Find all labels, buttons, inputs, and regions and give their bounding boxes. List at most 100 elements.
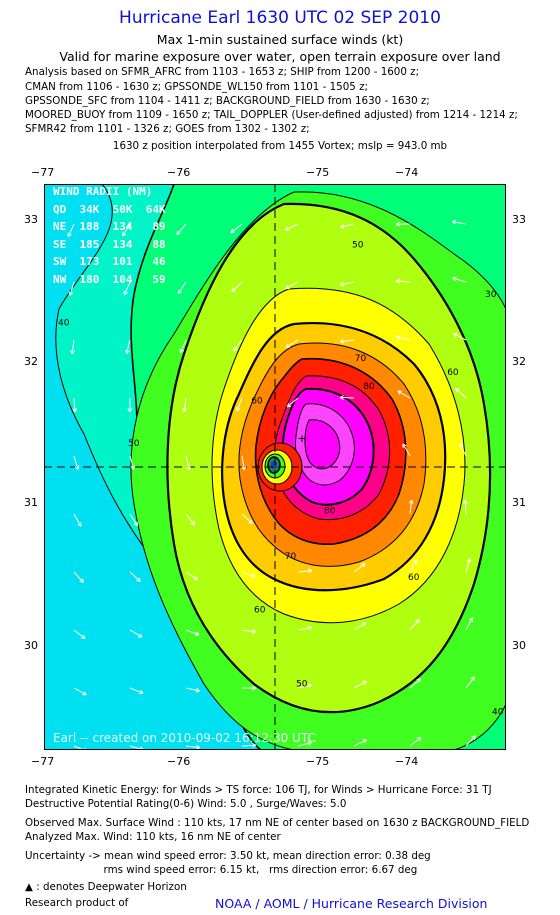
wind-vector — [453, 333, 467, 341]
wind-vector — [241, 629, 256, 633]
wind-vector-head — [136, 577, 141, 582]
wind-vector-head — [471, 735, 476, 740]
y-tick-right: 32 — [512, 355, 526, 368]
contour-label: 80 — [363, 382, 375, 392]
wind-vector-head — [130, 465, 136, 470]
wind-vector — [409, 500, 413, 515]
wind-radii-header: WIND RADII (NM) — [53, 185, 153, 198]
wind-vector — [465, 617, 474, 631]
wind-vector — [395, 280, 411, 283]
wind-vector — [183, 397, 187, 412]
wind-vector-head — [248, 519, 253, 524]
wind-vector-head — [231, 287, 236, 293]
wind-vector-head — [176, 230, 181, 236]
wind-vector — [297, 570, 312, 573]
dpr-line: Destructive Potential Rating(0-6) Wind: … — [25, 798, 347, 810]
wind-vector — [73, 571, 84, 583]
wind-vector — [353, 563, 366, 573]
wind-vector-head — [195, 631, 200, 636]
wind-vector — [297, 684, 312, 689]
wind-vector — [71, 339, 75, 354]
wind-vector-head — [362, 680, 367, 685]
wind-vector-head — [235, 406, 241, 412]
y-tick-left: 31 — [24, 496, 38, 509]
subtitle-wind-type: Max 1-min sustained surface winds (kt) — [156, 32, 404, 47]
x-tick-bottom: −75 — [306, 755, 330, 768]
wind-vector-head — [455, 388, 460, 393]
observed-max-line: Observed Max. Surface Wind : 110 kts, 17… — [25, 817, 530, 829]
wind-vector-head — [395, 221, 400, 227]
wind-vector-head — [193, 576, 199, 581]
wind-vector-head — [417, 737, 422, 742]
wind-vector — [241, 455, 245, 470]
wind-vector — [297, 742, 312, 747]
wind-radii-row: SW 173 101 46 — [53, 255, 166, 268]
wind-vector — [122, 223, 131, 237]
wind-vector-head — [77, 522, 82, 527]
wind-vector — [123, 281, 131, 296]
analysis-line: GPSSONDE_SFC from 1104 - 1411 z; BACKGRO… — [25, 95, 430, 107]
wind-vector-head — [179, 348, 184, 354]
wind-vector-head — [68, 291, 74, 296]
wind-radii-row: QD 34K 50K 64K — [53, 202, 166, 216]
wind-vector-head — [79, 578, 84, 583]
wind-vector — [185, 629, 200, 636]
x-tick-top: −74 — [395, 166, 419, 179]
contour-labels: 50 30 40 60 70 80 60 50 80 70 60 60 50 40 — [58, 241, 504, 718]
wind-vector-head — [466, 558, 472, 563]
wind-vector-head — [339, 281, 345, 287]
wind-vector — [285, 281, 299, 289]
contour-label: 60 — [408, 573, 420, 583]
wind-vector-head — [307, 625, 313, 631]
deepwater-note: ▲ : denotes Deepwater Horizon — [25, 881, 187, 893]
wind-vector-head — [137, 633, 143, 638]
wind-vector-head — [82, 691, 87, 696]
wind-vector-head — [285, 284, 290, 290]
wind-vector-head — [416, 678, 421, 683]
org-credit: NOAA / AOML / Hurricane Research Divisio… — [215, 896, 488, 911]
wind-vector-head — [232, 347, 238, 352]
wind-vector-head — [463, 499, 468, 504]
wind-vector-head — [286, 403, 292, 408]
wind-vector-head — [413, 559, 418, 564]
wind-vector — [353, 739, 367, 747]
wind-vector — [241, 571, 256, 578]
wind-vector-head — [339, 338, 344, 344]
contour-label: 50 — [296, 679, 308, 689]
wind-vector-head — [122, 231, 127, 237]
wind-vector — [340, 281, 355, 286]
contour-label: 60 — [254, 606, 266, 616]
wind-radii-row: NE 188 134 89 — [53, 220, 166, 233]
wind-vector — [285, 339, 299, 348]
uncertainty-line: Uncertainty -> mean wind speed error: 3.… — [25, 850, 431, 862]
wind-vector — [452, 277, 467, 283]
wind-vector — [339, 397, 355, 399]
wind-vector-head — [196, 744, 201, 750]
x-tick-top: −75 — [306, 166, 330, 179]
wind-vector — [353, 680, 367, 689]
wind-vector — [73, 455, 79, 470]
contour-label: 40 — [58, 319, 70, 329]
wind-vector — [465, 735, 476, 747]
wind-vector-head — [133, 521, 138, 527]
y-tick-right: 30 — [512, 639, 526, 652]
analysis-line: SFMR42 from 1101 - 1326 z; GOES from 130… — [25, 123, 310, 135]
wind-vector-head — [252, 743, 257, 748]
wind-vector — [230, 223, 243, 234]
wind-vector-head — [230, 228, 235, 234]
wind-vector — [129, 629, 143, 638]
wind-vector — [73, 687, 87, 696]
wind-vector-head — [72, 408, 78, 413]
wind-vector-head — [125, 349, 130, 354]
ike-line: Integrated Kinetic Energy: for Winds > T… — [25, 784, 492, 796]
eye-core — [271, 461, 277, 469]
contour-label: 50 — [352, 241, 364, 251]
wind-vector — [73, 629, 86, 639]
creation-credit: Earl -- created on 2010-09-02 16:12:30 U… — [53, 731, 316, 745]
wind-vector — [397, 390, 411, 399]
wind-vector-head — [195, 688, 201, 693]
wind-vector — [409, 619, 420, 631]
wind-vector-head — [340, 224, 345, 229]
wind-vector — [286, 397, 299, 408]
wind-vector — [177, 281, 187, 294]
